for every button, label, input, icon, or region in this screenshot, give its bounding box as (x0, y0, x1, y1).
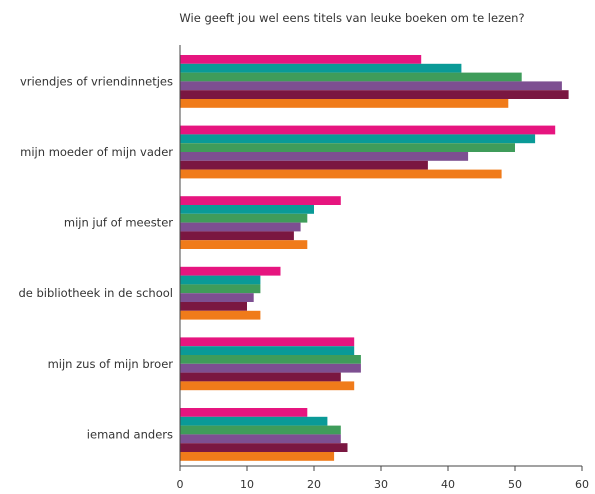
bar-3-2 (180, 284, 261, 294)
x-tick-label: 0 (177, 478, 184, 491)
x-tick-label: 30 (374, 478, 388, 491)
bar-3-4 (180, 302, 247, 311)
bar-0-3 (180, 81, 562, 91)
bar-0-1 (180, 63, 462, 73)
bar-2-2 (180, 213, 308, 223)
bar-4-5 (180, 381, 355, 391)
bar-2-5 (180, 240, 308, 249)
category-label: mijn moeder of mijn vader (20, 145, 173, 159)
bar-1-4 (180, 160, 428, 170)
bar-5-4 (180, 443, 348, 452)
bar-5-3 (180, 434, 341, 444)
bar-0-4 (180, 90, 569, 99)
bar-3-5 (180, 310, 261, 320)
bar-0-2 (180, 72, 522, 82)
bar-5-5 (180, 452, 335, 461)
bar-0-5 (180, 99, 509, 108)
x-tick-label: 10 (240, 478, 254, 491)
bar-4-1 (180, 346, 355, 355)
chart-title: Wie geeft jou wel eens titels van leuke … (179, 11, 524, 25)
bar-4-2 (180, 355, 361, 364)
bar-1-0 (180, 125, 556, 135)
bar-1-2 (180, 143, 515, 152)
bar-2-0 (180, 196, 341, 205)
category-label: mijn juf of meester (64, 216, 173, 230)
category-label: vriendjes of vriendinnetjes (20, 74, 173, 88)
bar-1-1 (180, 134, 536, 144)
bars-group (180, 55, 569, 461)
x-tick-label: 50 (508, 478, 522, 491)
x-tick-label: 60 (575, 478, 589, 491)
bar-1-5 (180, 169, 502, 179)
bar-4-4 (180, 372, 341, 382)
bar-5-2 (180, 425, 341, 435)
bar-2-4 (180, 231, 294, 241)
bar-5-0 (180, 408, 308, 417)
bar-4-0 (180, 337, 355, 347)
bar-3-0 (180, 266, 281, 276)
category-labels: vriendjes of vriendinnetjes mijn moeder o… (18, 74, 173, 441)
bar-2-1 (180, 205, 314, 214)
bar-4-3 (180, 363, 361, 373)
bar-3-1 (180, 275, 261, 285)
category-label: de bibliotheek in de school (18, 286, 173, 300)
x-tick-label: 20 (307, 478, 321, 491)
bar-3-3 (180, 293, 254, 302)
bar-1-3 (180, 152, 469, 161)
x-axis-ticks: 0 10 20 30 40 50 60 (177, 466, 589, 491)
x-tick-label: 40 (441, 478, 455, 491)
bar-0-0 (180, 55, 422, 64)
category-label: iemand anders (87, 427, 173, 441)
bar-5-1 (180, 416, 328, 426)
bar-2-3 (180, 222, 301, 232)
category-label: mijn zus of mijn broer (48, 357, 174, 371)
